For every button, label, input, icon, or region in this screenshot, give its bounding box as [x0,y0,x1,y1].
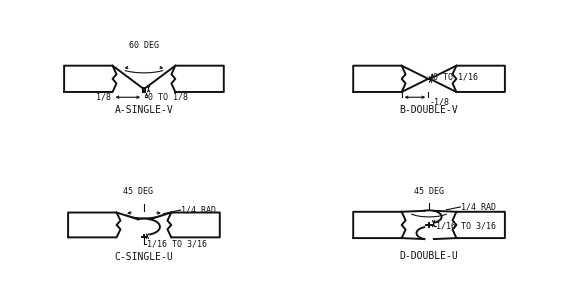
Text: A-SINGLE-V: A-SINGLE-V [115,105,173,115]
Text: C-SINGLE-U: C-SINGLE-U [115,252,173,262]
Text: 0 TO 1/16: 0 TO 1/16 [433,73,478,82]
Text: B-DOUBLE-V: B-DOUBLE-V [400,105,458,115]
Text: 1/8: 1/8 [96,93,111,102]
Text: 1/4 RAD: 1/4 RAD [461,202,496,212]
Text: 1/4 RAD: 1/4 RAD [181,205,216,214]
Text: 1/16 TO 3/16: 1/16 TO 3/16 [437,221,496,230]
Text: 1/16 TO 3/16: 1/16 TO 3/16 [147,239,207,248]
Text: 45 DEG: 45 DEG [414,187,444,196]
Text: 45 DEG: 45 DEG [123,187,153,196]
Text: D-DOUBLE-U: D-DOUBLE-U [400,251,458,261]
Text: 0 TO 1/8: 0 TO 1/8 [148,93,187,102]
Text: 60 DEG: 60 DEG [129,41,159,50]
Text: -1/8: -1/8 [429,98,449,107]
